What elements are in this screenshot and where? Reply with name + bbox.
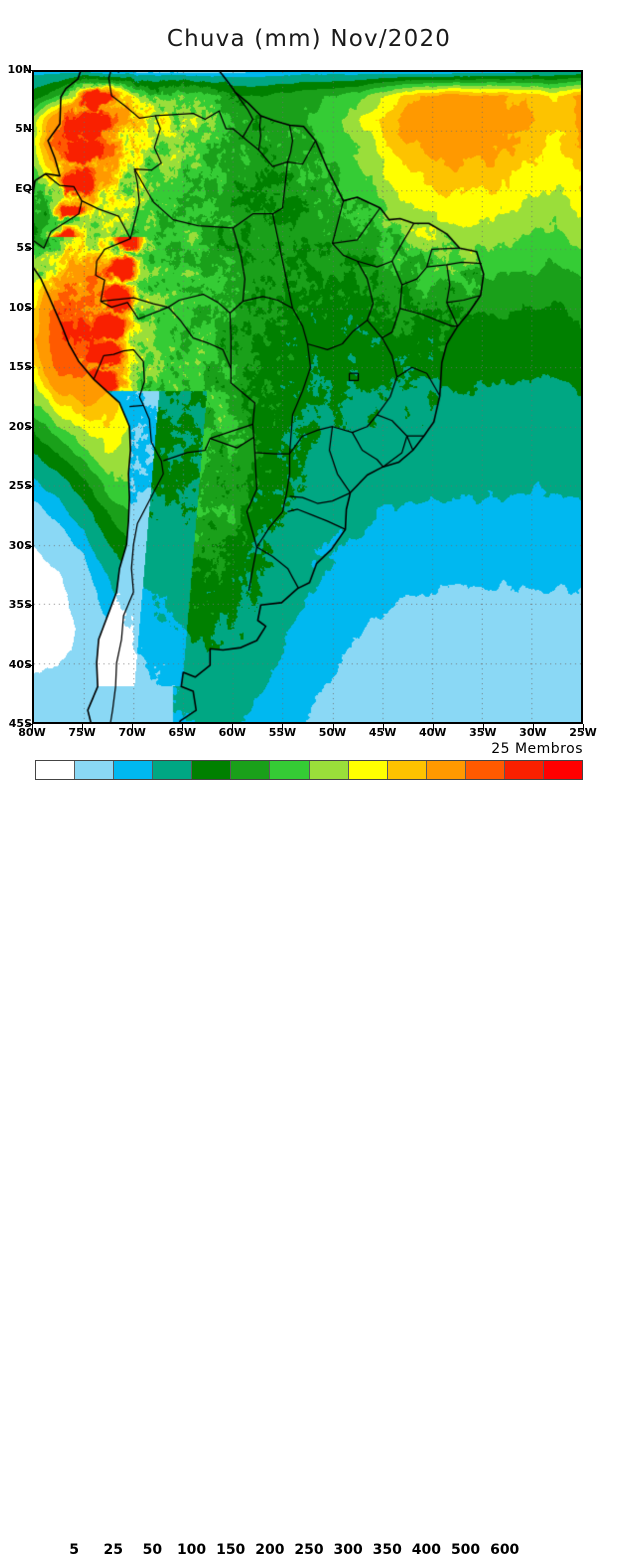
y-axis-label: 30S <box>8 538 32 552</box>
x-axis-label: 65W <box>168 726 196 739</box>
x-axis-label: 30W <box>519 726 547 739</box>
colorbar-label: 50 <box>142 1542 163 1558</box>
precipitation-raster <box>34 72 581 722</box>
y-axis-label: 5S <box>16 241 32 255</box>
colorbar-swatch <box>426 761 466 779</box>
x-axis-label: 50W <box>318 726 347 739</box>
x-axis-tick <box>382 724 384 731</box>
y-axis-label: 15S <box>8 360 32 374</box>
x-axis-label: 35W <box>469 726 497 739</box>
y-axis-tick <box>26 724 33 725</box>
map-plot-area <box>32 70 583 724</box>
y-axis-label: 25S <box>8 479 32 493</box>
colorbar-swatch <box>114 761 154 779</box>
colorbar-swatch <box>75 761 115 779</box>
colorbar-swatch <box>192 761 232 779</box>
x-axis-tick <box>532 724 534 731</box>
y-axis-label: 10S <box>8 300 32 314</box>
colorbar-swatch <box>270 761 310 779</box>
colorbar-label: 350 <box>372 1542 402 1558</box>
colorbar-label: 600 <box>490 1542 520 1558</box>
colorbar-swatch <box>231 761 271 779</box>
y-axis-label: 45S <box>8 717 32 730</box>
colorbar-label: 150 <box>216 1542 246 1558</box>
x-axis-label: 80W <box>18 726 46 739</box>
colorbar-swatch <box>153 761 193 779</box>
colorbar-swatch <box>36 761 76 779</box>
x-axis-label: 70W <box>118 726 146 739</box>
x-axis-label: 55W <box>268 726 297 739</box>
colorbar-label: 100 <box>176 1542 207 1558</box>
y-axis-tick <box>26 367 33 369</box>
colorbar-tick-labels: 5 25 50 100 150 200 250 300 350 400 500 600 <box>35 1542 583 1558</box>
colorbar-label: 250 <box>294 1542 324 1558</box>
colorbar: 5 25 50 100 150 200 250 300 350 400 500 600 <box>35 760 583 1558</box>
x-axis-tick <box>332 724 334 731</box>
colorbar-swatch <box>504 761 545 779</box>
page-title: Chuva (mm) Nov/2020 <box>166 26 452 52</box>
x-axis-tick <box>432 724 434 731</box>
x-axis-tick <box>82 724 84 731</box>
colorbar-label: 5 <box>69 1542 80 1558</box>
x-axis-tick <box>482 724 484 731</box>
x-axis-label: 60W <box>218 726 247 739</box>
x-axis-tick <box>32 724 33 731</box>
y-axis-label: 35S <box>8 598 32 612</box>
x-axis-tick <box>232 724 234 731</box>
y-axis-label: EQ <box>15 181 32 195</box>
y-axis-tick <box>26 605 33 607</box>
x-axis-label: 40W <box>418 726 447 739</box>
colorbar-label: 25 <box>103 1542 124 1558</box>
colorbar-swatch <box>348 761 388 779</box>
y-axis-tick <box>26 248 33 250</box>
colorbar-swatch <box>387 761 427 779</box>
y-axis-tick <box>26 188 33 190</box>
y-axis-label: 5N <box>15 122 32 136</box>
x-axis-tick <box>282 724 284 731</box>
ensemble-members-label: 25 Membros <box>491 741 583 757</box>
y-axis-tick <box>26 307 33 309</box>
colorbar-swatch <box>544 761 583 779</box>
y-axis-tick <box>26 545 33 547</box>
colorbar-swatches <box>35 760 583 780</box>
colorbar-label: 200 <box>255 1542 285 1558</box>
x-axis-tick <box>182 724 184 731</box>
colorbar-swatch <box>309 761 349 779</box>
y-axis-label: 10N <box>7 63 32 76</box>
y-axis-tick <box>26 70 33 71</box>
x-axis-tick <box>132 724 134 731</box>
y-axis-label: 40S <box>8 657 32 671</box>
x-axis-tick <box>583 724 584 731</box>
y-axis-tick <box>26 426 33 428</box>
y-axis-label: 20S <box>8 419 32 433</box>
precipitation-map-figure: Chuva (mm) Nov/2020 25 Membros 5 25 50 100 1… <box>7 26 597 1558</box>
colorbar-label: 300 <box>333 1542 363 1558</box>
y-axis-tick <box>26 664 33 666</box>
colorbar-label: 500 <box>450 1542 481 1558</box>
x-axis-label: 45W <box>368 726 397 739</box>
y-axis-tick <box>26 486 33 488</box>
colorbar-swatch <box>465 761 505 779</box>
x-axis-label: 75W <box>68 726 96 739</box>
y-axis-tick <box>26 129 33 131</box>
x-axis-label: 25W <box>569 726 597 739</box>
colorbar-label: 400 <box>411 1542 442 1558</box>
